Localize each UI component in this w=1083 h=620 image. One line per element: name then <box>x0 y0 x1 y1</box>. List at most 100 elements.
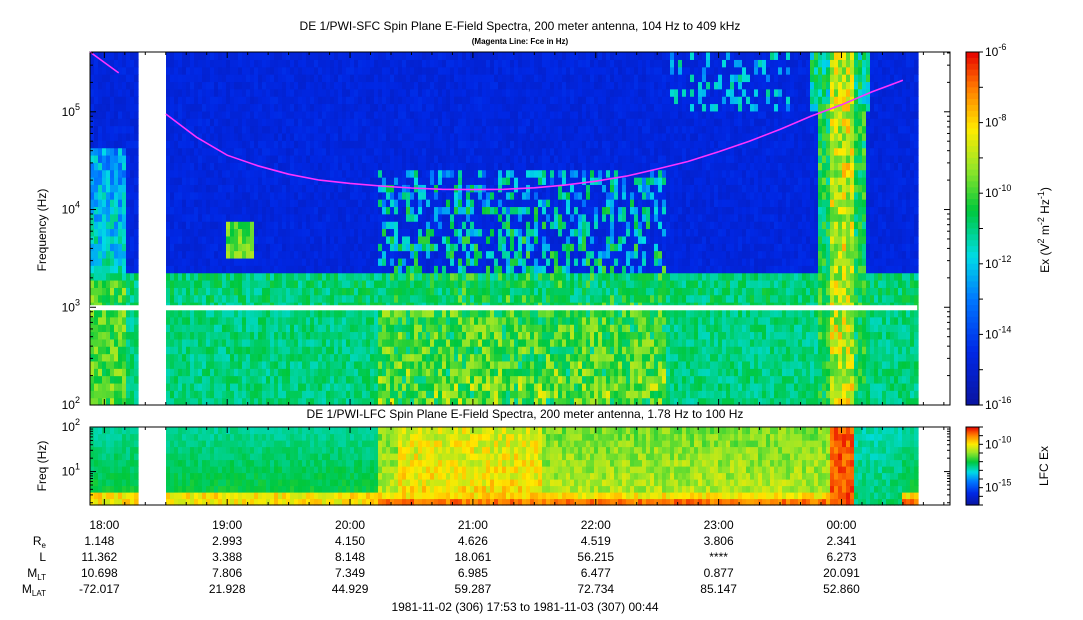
spectrogram-cell <box>254 96 259 105</box>
spectrogram-cell <box>510 221 515 230</box>
spectrogram-cell <box>294 103 299 112</box>
spectrogram-cell <box>126 96 131 105</box>
spectrogram-cell <box>242 287 247 296</box>
spectrogram-cell <box>382 368 387 377</box>
spectrogram-cell <box>526 103 531 112</box>
spectrogram-cell <box>174 235 179 244</box>
spectrogram-cell <box>366 228 371 237</box>
spectrogram-cell <box>338 360 343 369</box>
spectrogram-cell <box>282 74 287 83</box>
spectrogram-cell <box>422 88 427 97</box>
spectrogram-cell <box>330 324 335 333</box>
spectrogram-cell <box>246 375 251 384</box>
spectrogram-cell <box>102 294 107 303</box>
spectrogram-cell <box>390 88 395 97</box>
spectrogram-cell <box>222 324 227 333</box>
spectrogram-cell <box>498 155 503 163</box>
spectrogram-cell <box>174 324 179 333</box>
spectrogram-cell <box>454 331 459 340</box>
spectrogram-cell <box>190 353 195 362</box>
spectrogram-cell <box>182 52 187 60</box>
spectrogram-cell <box>90 96 95 105</box>
spectrogram-cell <box>514 287 519 296</box>
spectrogram-cell <box>290 199 295 208</box>
spectrogram-cell <box>174 272 179 281</box>
spectrogram-cell <box>334 346 339 355</box>
spectrogram-cell <box>378 125 383 134</box>
spectrogram-cell <box>254 199 259 208</box>
spectrogram-cell <box>514 243 519 252</box>
spectrogram-cell <box>286 346 291 355</box>
spectrogram-cell <box>110 118 115 127</box>
spectrogram-cell <box>470 162 475 171</box>
spectrogram-cell <box>214 155 219 163</box>
spectrogram-cell <box>190 338 195 347</box>
spectrogram-cell <box>426 382 431 391</box>
spectrogram-cell <box>274 324 279 333</box>
spectrogram-cell <box>134 375 139 384</box>
spectrogram-cell <box>294 360 299 369</box>
spectrogram-cell <box>410 316 415 325</box>
spectrogram-cell <box>502 280 507 288</box>
spectrogram-cell <box>110 199 115 208</box>
spectrogram-cell <box>306 287 311 296</box>
spectrogram-cell <box>206 74 211 83</box>
spectrogram-cell <box>470 250 475 259</box>
spectrogram-cell <box>198 110 203 119</box>
spectrogram-cell <box>474 199 479 208</box>
spectrogram-cell <box>266 360 271 369</box>
spectrogram-cell <box>182 316 187 325</box>
spectrogram-cell <box>454 353 459 362</box>
spectrogram-cell <box>450 390 455 399</box>
spectrogram-cell <box>522 110 527 119</box>
spectrogram-cell <box>382 191 387 200</box>
spectrogram-cell <box>394 316 399 325</box>
spectrogram-cell <box>314 169 319 178</box>
spectrogram-cell <box>414 191 419 200</box>
spectrogram-cell <box>94 177 99 185</box>
spectrogram-cell <box>326 280 331 288</box>
spectrogram-cell <box>410 265 415 274</box>
spectrogram-cell <box>122 221 127 230</box>
spectrogram-cell <box>418 338 423 347</box>
spectrogram-cell <box>190 272 195 281</box>
spectrogram-cell <box>334 382 339 391</box>
spectrogram-cell <box>354 74 359 83</box>
spectrogram-cell <box>230 125 235 134</box>
spectrogram-cell <box>214 213 219 222</box>
spectrogram-cell <box>506 81 511 90</box>
spectrogram-cell <box>110 177 115 185</box>
spectrogram-cell <box>342 103 347 112</box>
spectrogram-cell <box>366 331 371 340</box>
spectrogram-cell <box>354 390 359 399</box>
spectrogram-cell <box>314 147 319 156</box>
spectrogram-cell <box>414 316 419 325</box>
spectrogram-cell <box>354 316 359 325</box>
spectrogram-cell <box>530 125 535 134</box>
spectrogram-cell <box>502 324 507 333</box>
spectrogram-cell <box>530 331 535 340</box>
spectrogram-cell <box>462 162 467 171</box>
spectrogram-cell <box>246 162 251 171</box>
spectrogram-cell <box>194 331 199 340</box>
spectrogram-cell <box>306 147 311 156</box>
spectrogram-cell <box>274 110 279 119</box>
spectrogram-cell <box>414 353 419 362</box>
spectrogram-cell <box>478 140 483 149</box>
spectrogram-cell <box>134 162 139 171</box>
spectrogram-cell <box>502 66 507 75</box>
spectrogram-cell <box>358 316 363 325</box>
spectrogram-cell <box>526 272 531 281</box>
spectrogram-cell <box>114 250 119 259</box>
spectrogram-cell <box>418 346 423 355</box>
spectrogram-cell <box>402 309 407 318</box>
spectrogram-cell <box>134 118 139 127</box>
spectrogram-cell <box>326 140 331 149</box>
spectrogram-cell <box>170 74 175 83</box>
spectrogram-cell <box>398 147 403 156</box>
spectrogram-cell <box>266 228 271 237</box>
spectrogram-cell <box>202 309 207 318</box>
spectrogram-cell <box>334 243 339 252</box>
spectrogram-cell <box>254 243 259 252</box>
spectrogram-cell <box>374 272 379 281</box>
